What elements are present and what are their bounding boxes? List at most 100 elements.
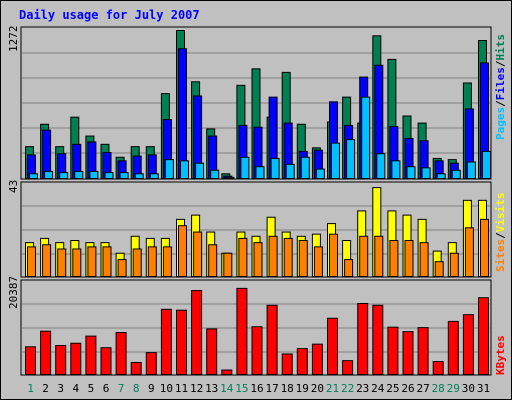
bar-kbytes-day-24: [372, 304, 384, 375]
bar-kbytes-day-12: [191, 290, 203, 375]
bar-kbytes-day-16: [251, 326, 263, 375]
ymax-label-panel-2: 43: [7, 180, 20, 193]
x-tick-label-day-19: 19: [296, 382, 309, 395]
x-tick-label-day-6: 6: [103, 382, 110, 395]
legend-entry-pages: Pages: [494, 107, 507, 140]
bar-pages-day-10: [164, 159, 174, 180]
legend-entry-sites: Sites: [494, 239, 507, 272]
bar-sites-day-17: [268, 235, 278, 277]
bar-sites-day-18: [283, 237, 293, 278]
legend-panel-3: KBytes: [494, 335, 507, 375]
x-tick-label-day-31: 31: [477, 382, 490, 395]
bar-sites-day-14: [223, 252, 233, 278]
bar-sites-day-4: [72, 248, 82, 277]
bar-sites-day-16: [253, 242, 263, 278]
bar-kbytes-day-2: [40, 330, 52, 375]
bar-kbytes-day-23: [357, 303, 369, 375]
bar-pages-day-16: [255, 166, 265, 180]
bar-sites-day-29: [449, 252, 459, 278]
bar-kbytes-day-9: [145, 352, 157, 375]
legend-separator: /: [494, 60, 507, 67]
x-tick-label-day-23: 23: [356, 382, 369, 395]
bar-sites-day-20: [313, 246, 323, 277]
bar-pages-day-30: [466, 161, 476, 180]
legend-separator: /: [494, 232, 507, 239]
x-tick-label-day-15: 15: [235, 382, 248, 395]
bar-sites-day-31: [480, 218, 489, 277]
x-tick-label-day-22: 22: [341, 382, 354, 395]
bar-kbytes-day-30: [462, 314, 474, 376]
bar-kbytes-day-31: [478, 297, 489, 375]
bar-sites-day-9: [147, 246, 157, 277]
bar-kbytes-day-18: [281, 353, 293, 376]
bar-kbytes-day-3: [55, 344, 67, 376]
bar-pages-day-17: [270, 157, 280, 180]
bar-sites-day-22: [344, 259, 354, 277]
bar-kbytes-day-25: [387, 326, 399, 376]
bar-pages-day-9: [149, 173, 159, 180]
bar-kbytes-day-14: [221, 369, 233, 376]
chart-marks: 12724320387Pages/Files/HitsSites/VisitsK…: [7, 26, 507, 396]
bar-sites-day-12: [193, 231, 203, 277]
bar-pages-day-13: [210, 169, 220, 180]
legend-entry-files: Files: [494, 67, 507, 100]
bar-pages-day-26: [406, 166, 416, 180]
bar-files-day-11: [178, 48, 187, 179]
bar-kbytes-day-5: [85, 335, 97, 375]
bar-kbytes-day-8: [130, 361, 142, 376]
bar-kbytes-day-4: [70, 342, 82, 376]
x-tick-label-day-11: 11: [175, 382, 188, 395]
bar-pages-day-14: [225, 176, 235, 180]
x-tick-label-day-13: 13: [205, 382, 218, 395]
bar-pages-day-21: [331, 142, 340, 179]
x-tick-label-day-18: 18: [281, 382, 294, 395]
bar-sites-day-30: [464, 227, 474, 277]
bar-kbytes-day-10: [160, 308, 172, 376]
bar-kbytes-day-6: [100, 347, 112, 376]
bar-kbytes-day-20: [311, 343, 323, 376]
bar-sites-day-3: [57, 248, 67, 277]
bar-pages-day-11: [180, 160, 189, 180]
bar-pages-day-24: [376, 153, 386, 180]
bar-sites-day-10: [162, 246, 172, 277]
x-tick-label-day-2: 2: [42, 382, 49, 395]
bar-pages-day-23: [361, 96, 371, 179]
bar-pages-day-1: [29, 173, 38, 180]
bar-pages-day-15: [240, 156, 250, 180]
x-tick-label-day-30: 30: [462, 382, 475, 395]
x-tick-label-day-12: 12: [190, 382, 203, 395]
x-tick-label-day-17: 17: [265, 382, 278, 395]
bar-pages-day-4: [74, 170, 84, 180]
x-tick-label-day-21: 21: [326, 382, 339, 395]
bar-pages-day-27: [421, 167, 431, 180]
bar-sites-day-19: [298, 240, 308, 277]
bar-sites-day-13: [208, 244, 218, 277]
chart-title: Daily usage for July 2007: [19, 8, 200, 22]
x-tick-label-day-10: 10: [160, 382, 173, 395]
bar-sites-day-6: [102, 246, 112, 277]
x-tick-label-day-16: 16: [250, 382, 263, 395]
legend-separator: /: [494, 100, 507, 107]
bar-kbytes-day-28: [432, 361, 444, 376]
bar-kbytes-day-29: [447, 320, 459, 375]
bar-kbytes-day-15: [236, 287, 248, 375]
bar-kbytes-day-26: [402, 331, 414, 376]
bar-sites-day-7: [117, 259, 127, 277]
bar-sites-day-11: [178, 225, 187, 278]
x-tick-label-day-9: 9: [148, 382, 155, 395]
bar-pages-day-31: [482, 150, 491, 180]
bar-kbytes-day-17: [266, 304, 278, 375]
ymax-label-panel-3: 20387: [7, 276, 20, 309]
bar-sites-day-24: [374, 235, 384, 277]
legend-panel-2: Sites/Visits: [494, 193, 507, 273]
legend-panel-1: Pages/Files/Hits: [494, 34, 507, 140]
x-tick-label-day-5: 5: [88, 382, 95, 395]
bar-kbytes-day-19: [296, 348, 308, 376]
x-tick-label-day-28: 28: [432, 382, 445, 395]
bar-kbytes-day-7: [115, 332, 127, 376]
bar-pages-day-22: [346, 139, 356, 179]
legend-entry-hits: Hits: [494, 34, 507, 61]
bar-sites-day-28: [434, 261, 444, 277]
bar-pages-day-28: [436, 173, 446, 180]
